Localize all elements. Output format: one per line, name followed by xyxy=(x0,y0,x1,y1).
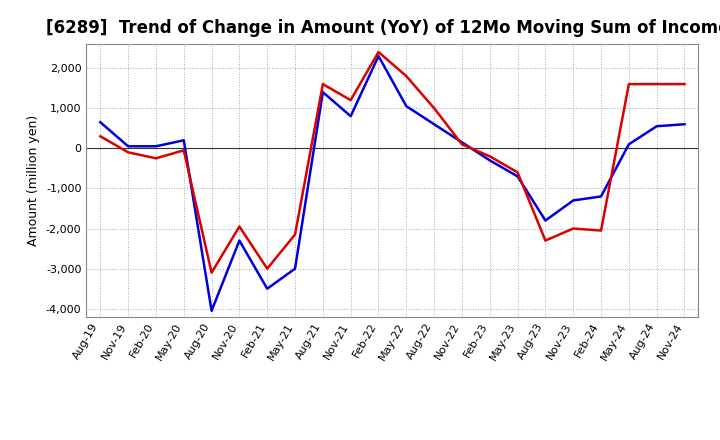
Net Income xyxy=(513,170,522,175)
Net Income xyxy=(152,156,161,161)
Line: Net Income: Net Income xyxy=(100,52,685,273)
Ordinary Income xyxy=(513,174,522,179)
Net Income xyxy=(291,232,300,237)
Net Income xyxy=(124,150,132,155)
Legend: Ordinary Income, Net Income: Ordinary Income, Net Income xyxy=(248,438,536,440)
Line: Ordinary Income: Ordinary Income xyxy=(100,56,685,311)
Ordinary Income xyxy=(569,198,577,203)
Net Income xyxy=(597,228,606,233)
Ordinary Income xyxy=(652,124,661,129)
Net Income xyxy=(541,238,550,243)
Ordinary Income xyxy=(207,308,216,313)
Ordinary Income xyxy=(263,286,271,291)
Net Income xyxy=(318,81,327,87)
Net Income xyxy=(402,73,410,79)
Net Income xyxy=(569,226,577,231)
Ordinary Income xyxy=(541,218,550,223)
Net Income xyxy=(235,224,243,229)
Ordinary Income xyxy=(291,266,300,271)
Ordinary Income xyxy=(152,143,161,149)
Ordinary Income xyxy=(680,121,689,127)
Ordinary Income xyxy=(96,120,104,125)
Ordinary Income xyxy=(179,138,188,143)
Ordinary Income xyxy=(402,103,410,109)
Ordinary Income xyxy=(318,89,327,95)
Net Income xyxy=(96,134,104,139)
Net Income xyxy=(207,270,216,275)
Net Income xyxy=(680,81,689,87)
Net Income xyxy=(458,142,467,147)
Net Income xyxy=(485,154,494,159)
Net Income xyxy=(263,266,271,271)
Ordinary Income xyxy=(430,121,438,127)
Ordinary Income xyxy=(235,238,243,243)
Ordinary Income xyxy=(374,53,383,59)
Net Income xyxy=(624,81,633,87)
Net Income xyxy=(179,148,188,153)
Ordinary Income xyxy=(346,114,355,119)
Net Income xyxy=(652,81,661,87)
Net Income xyxy=(430,106,438,111)
Net Income xyxy=(374,49,383,55)
Net Income xyxy=(346,98,355,103)
Title: [6289]  Trend of Change in Amount (YoY) of 12Mo Moving Sum of Incomes: [6289] Trend of Change in Amount (YoY) o… xyxy=(45,19,720,37)
Ordinary Income xyxy=(458,139,467,145)
Ordinary Income xyxy=(624,142,633,147)
Ordinary Income xyxy=(597,194,606,199)
Ordinary Income xyxy=(124,143,132,149)
Ordinary Income xyxy=(485,158,494,163)
Y-axis label: Amount (million yen): Amount (million yen) xyxy=(27,115,40,246)
